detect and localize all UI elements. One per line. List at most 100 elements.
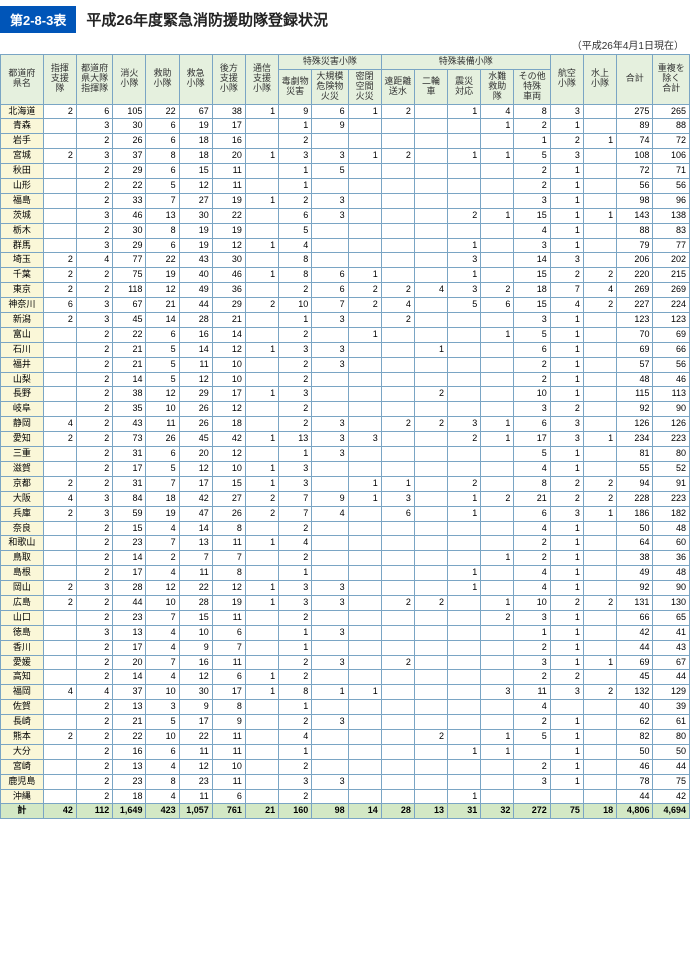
data-cell: 6: [481, 298, 514, 313]
pref-cell: 計: [1, 804, 44, 819]
data-cell: 15: [179, 610, 212, 625]
data-cell: 7: [279, 506, 312, 521]
data-cell: 11: [212, 729, 245, 744]
data-cell: 52: [653, 461, 690, 476]
data-cell: [583, 729, 616, 744]
data-cell: [583, 402, 616, 417]
data-cell: 3: [279, 387, 312, 402]
data-cell: 4: [514, 581, 550, 596]
data-cell: [481, 655, 514, 670]
data-cell: 6: [146, 327, 179, 342]
data-cell: 160: [279, 804, 312, 819]
data-cell: 5: [312, 164, 348, 179]
data-cell: 57: [617, 357, 653, 372]
data-cell: 21: [212, 313, 245, 328]
data-cell: 5: [146, 715, 179, 730]
data-cell: 2: [76, 283, 112, 298]
data-cell: 14: [113, 670, 146, 685]
data-cell: [414, 789, 447, 804]
data-cell: 45: [617, 670, 653, 685]
data-cell: [583, 372, 616, 387]
data-cell: [481, 461, 514, 476]
data-cell: 21: [245, 804, 278, 819]
data-cell: [381, 729, 414, 744]
data-cell: [481, 670, 514, 685]
data-cell: 1: [279, 179, 312, 194]
data-cell: [348, 417, 381, 432]
table-row: 茨城34613302263211511143138: [1, 208, 690, 223]
data-cell: 9: [212, 715, 245, 730]
data-cell: 40: [179, 268, 212, 283]
data-cell: 71: [653, 164, 690, 179]
table-row: 鹿児島2238231133317875: [1, 774, 690, 789]
data-cell: 2: [279, 327, 312, 342]
data-cell: 44: [113, 595, 146, 610]
data-cell: 1: [550, 164, 583, 179]
data-cell: [381, 268, 414, 283]
data-cell: [348, 595, 381, 610]
h-c3: 消火小隊: [113, 55, 146, 105]
data-cell: 15: [514, 268, 550, 283]
data-cell: [381, 447, 414, 462]
data-cell: 39: [653, 700, 690, 715]
data-cell: 38: [113, 387, 146, 402]
pref-cell: 福岡: [1, 685, 44, 700]
data-cell: 23: [179, 774, 212, 789]
data-cell: [43, 789, 76, 804]
data-cell: [414, 327, 447, 342]
data-cell: 1: [245, 432, 278, 447]
data-cell: 5: [514, 327, 550, 342]
data-cell: [448, 223, 481, 238]
data-cell: [43, 238, 76, 253]
data-cell: 42: [43, 804, 76, 819]
data-cell: 9: [312, 491, 348, 506]
data-cell: [381, 744, 414, 759]
data-cell: [414, 476, 447, 491]
data-cell: 77: [653, 238, 690, 253]
data-cell: [348, 253, 381, 268]
data-cell: 67: [653, 655, 690, 670]
pref-cell: 愛媛: [1, 655, 44, 670]
data-cell: 17: [113, 461, 146, 476]
data-cell: 8: [212, 566, 245, 581]
data-cell: 10: [212, 357, 245, 372]
table-row: 静岡424311261823223163126126: [1, 417, 690, 432]
data-cell: 1: [583, 134, 616, 149]
data-cell: 37: [113, 149, 146, 164]
data-cell: 1,649: [113, 804, 146, 819]
data-cell: [583, 566, 616, 581]
data-cell: 2: [381, 104, 414, 119]
data-cell: [448, 625, 481, 640]
h-g1: 特殊災害小隊: [279, 55, 382, 70]
data-cell: 2: [279, 357, 312, 372]
data-cell: [245, 655, 278, 670]
data-cell: [245, 223, 278, 238]
data-cell: [481, 774, 514, 789]
data-cell: 3: [312, 774, 348, 789]
data-cell: [448, 521, 481, 536]
data-cell: [481, 625, 514, 640]
table-row: 広島22441028191332211022131130: [1, 595, 690, 610]
data-cell: 82: [617, 729, 653, 744]
data-cell: [414, 655, 447, 670]
data-cell: 228: [617, 491, 653, 506]
data-cell: 31: [113, 447, 146, 462]
data-cell: [583, 759, 616, 774]
pref-cell: 香川: [1, 640, 44, 655]
data-cell: 1: [514, 625, 550, 640]
data-cell: 2: [583, 476, 616, 491]
data-cell: [583, 461, 616, 476]
data-cell: 23: [113, 610, 146, 625]
data-cell: 118: [113, 283, 146, 298]
data-cell: 3: [312, 625, 348, 640]
data-cell: 1: [279, 447, 312, 462]
data-cell: [414, 461, 447, 476]
data-cell: 2: [43, 268, 76, 283]
data-cell: 2: [43, 432, 76, 447]
data-cell: 7: [279, 491, 312, 506]
data-cell: 83: [653, 223, 690, 238]
data-cell: 269: [617, 283, 653, 298]
data-cell: [43, 759, 76, 774]
data-cell: 12: [212, 342, 245, 357]
data-cell: 3: [550, 417, 583, 432]
